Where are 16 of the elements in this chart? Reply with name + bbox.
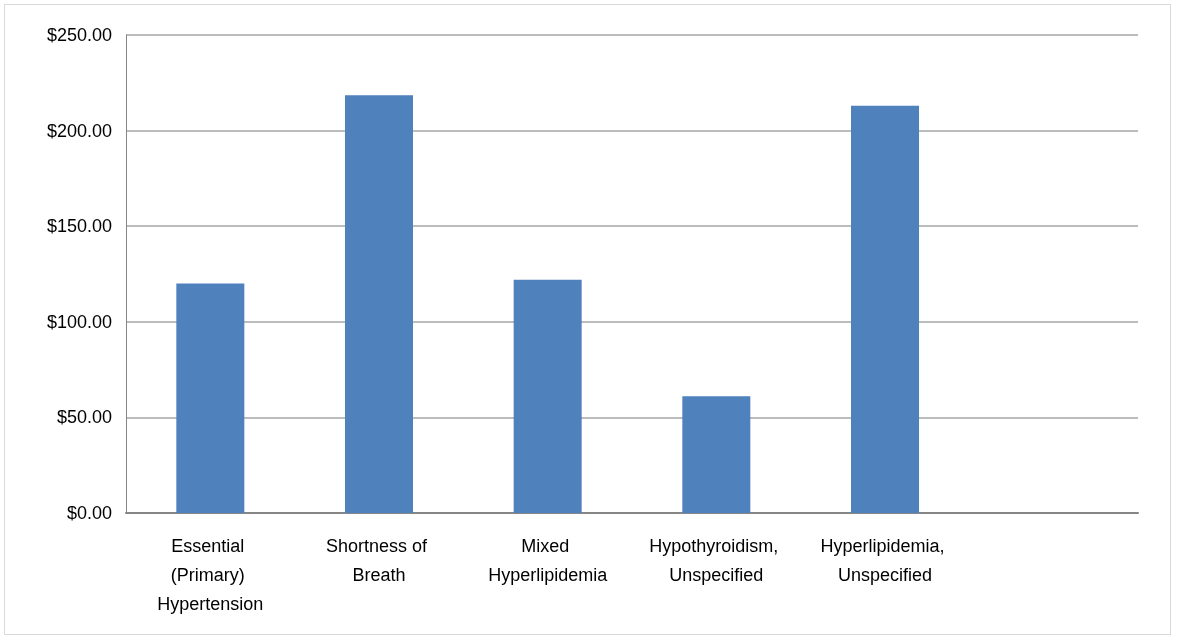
- bar: [851, 105, 919, 513]
- bar: [513, 279, 582, 513]
- x-tick-label: Hypothyroidism, Unspecified: [649, 535, 784, 585]
- bar: [176, 283, 245, 513]
- x-tick-label: Essential (Primary) Hypertension: [157, 535, 264, 614]
- y-tick-label: $0.00: [66, 503, 112, 523]
- y-tick-label: $100.00: [46, 311, 112, 332]
- y-tick-label: $250.00: [46, 25, 112, 45]
- x-tick-label: Hyperlipidemia, Unspecified: [820, 535, 950, 585]
- x-tick-label: Mixed Hyperlipidemia: [488, 535, 609, 585]
- y-tick-label: $50.00: [56, 407, 112, 428]
- bar: [682, 396, 751, 513]
- x-tick-label: Shortness of Breath: [325, 535, 433, 585]
- y-tick-label: $200.00: [46, 120, 112, 141]
- y-tick-label: $150.00: [46, 216, 112, 237]
- bar: [345, 95, 413, 513]
